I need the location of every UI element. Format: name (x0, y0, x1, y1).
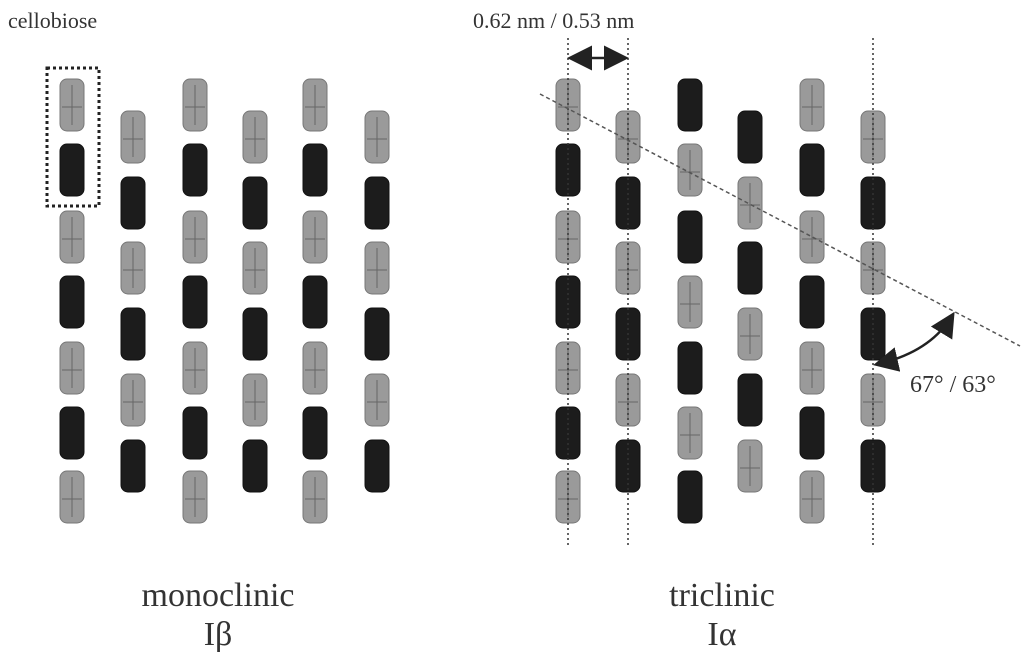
dark-residue (738, 374, 762, 426)
dark-residue (60, 144, 84, 196)
dark-residue (678, 342, 702, 394)
dark-residue (121, 308, 145, 360)
dark-residue (60, 276, 84, 328)
dark-residue (800, 276, 824, 328)
structure-name: triclinic (669, 577, 775, 614)
dark-residue (365, 177, 389, 229)
spacing-label: 0.62 nm / 0.53 nm (473, 8, 634, 33)
dark-residue (365, 440, 389, 492)
dark-residue (738, 242, 762, 294)
dark-residue (365, 308, 389, 360)
angle-label: 67° / 63° (910, 372, 996, 398)
dark-residue (183, 144, 207, 196)
diagram: cellobiose 0.62 nm / 0.53 nm 67° / 63° m… (0, 0, 1026, 657)
dark-residue (303, 144, 327, 196)
dark-residue (678, 471, 702, 523)
cellobiose-label: cellobiose (8, 8, 97, 33)
dark-residue (121, 177, 145, 229)
dark-residue (243, 308, 267, 360)
dark-residue (303, 276, 327, 328)
dark-residue (60, 407, 84, 459)
dark-residue (183, 276, 207, 328)
structure-name: monoclinic (142, 577, 295, 614)
dark-residue (800, 407, 824, 459)
dark-residue (738, 111, 762, 163)
structure-symbol: Iβ (204, 616, 233, 653)
dark-residue (243, 177, 267, 229)
dark-residue (800, 144, 824, 196)
dark-residue (678, 211, 702, 263)
plane-line (540, 94, 1020, 346)
blocks (60, 79, 885, 523)
dark-residue (121, 440, 145, 492)
dark-residue (183, 407, 207, 459)
dark-residue (303, 407, 327, 459)
structure-symbol: Iα (707, 616, 736, 653)
angle-arrow (878, 316, 952, 364)
dark-residue (243, 440, 267, 492)
dark-residue (678, 79, 702, 131)
